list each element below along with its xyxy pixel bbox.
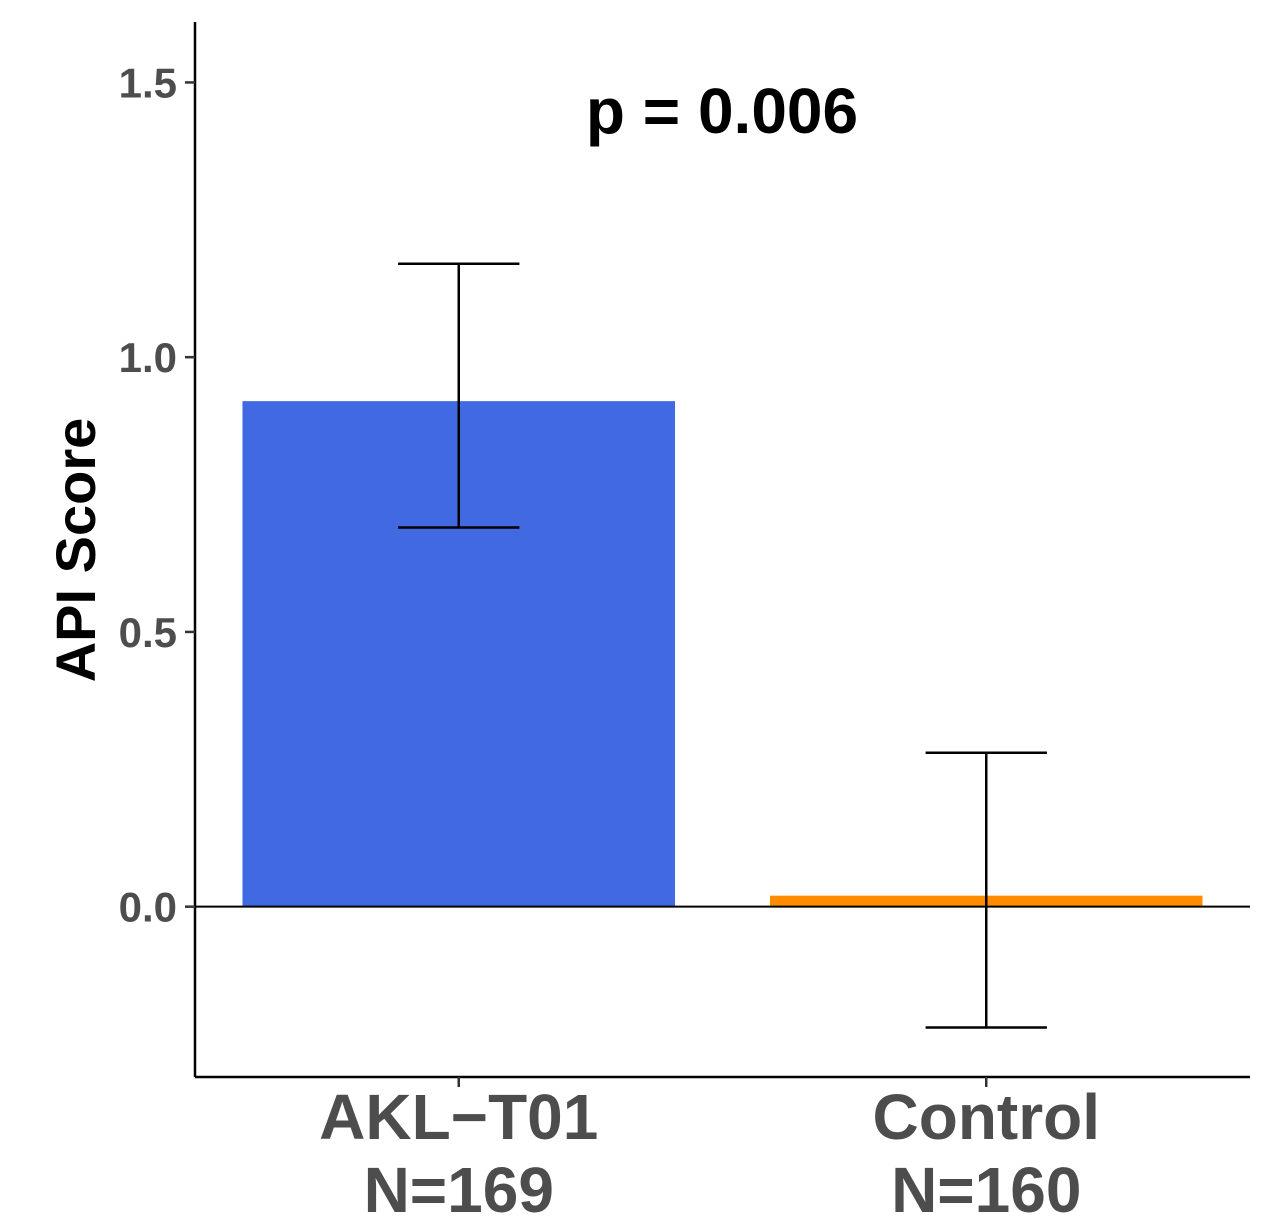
error-bars-layer bbox=[398, 262, 1047, 1029]
y-tick-label-2: 0.5 bbox=[119, 609, 177, 656]
y-tick-label-1: 0.0 bbox=[119, 884, 177, 931]
bars-layer bbox=[242, 401, 1203, 907]
x-tick-sublabel-1: N=169 bbox=[364, 1154, 554, 1220]
y-axis-ticks: 0.0 0.5 1.0 1.5 bbox=[119, 59, 195, 931]
p-value-annotation: p = 0.006 bbox=[586, 75, 858, 147]
y-tick-label-3: 1.0 bbox=[119, 334, 177, 381]
y-axis-title: API Score bbox=[44, 418, 107, 683]
x-tick-label-1: AKL−T01 bbox=[319, 1081, 598, 1153]
x-tick-label-2: Control bbox=[873, 1081, 1101, 1153]
y-tick-label-4: 1.5 bbox=[119, 59, 177, 106]
x-tick-sublabel-2: N=160 bbox=[891, 1154, 1081, 1220]
